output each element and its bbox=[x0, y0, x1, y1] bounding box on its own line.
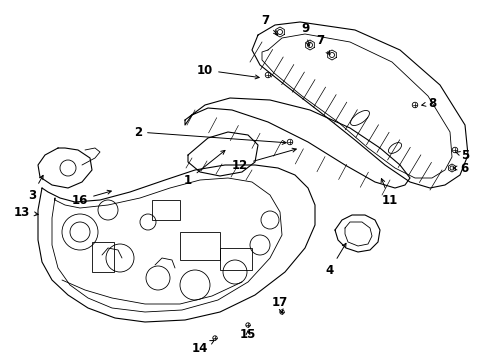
Text: 15: 15 bbox=[239, 328, 256, 342]
Text: 10: 10 bbox=[197, 63, 259, 79]
Bar bbox=[92, 242, 114, 272]
Text: 5: 5 bbox=[454, 149, 468, 162]
Text: 12: 12 bbox=[231, 148, 296, 171]
Text: 13: 13 bbox=[14, 206, 38, 219]
Bar bbox=[152, 200, 180, 220]
Text: 11: 11 bbox=[380, 179, 397, 207]
Text: 7: 7 bbox=[261, 14, 277, 35]
Text: 14: 14 bbox=[191, 341, 214, 355]
Text: 4: 4 bbox=[325, 243, 346, 276]
Text: 8: 8 bbox=[421, 96, 435, 109]
Bar bbox=[180, 232, 220, 260]
Text: 6: 6 bbox=[452, 162, 467, 175]
Bar bbox=[220, 248, 251, 270]
Text: 17: 17 bbox=[271, 296, 287, 313]
Text: 1: 1 bbox=[183, 150, 224, 186]
Text: 16: 16 bbox=[72, 190, 111, 207]
Text: 9: 9 bbox=[300, 22, 309, 46]
Text: 3: 3 bbox=[28, 175, 43, 202]
Text: 2: 2 bbox=[134, 126, 285, 144]
Text: 7: 7 bbox=[315, 33, 329, 55]
